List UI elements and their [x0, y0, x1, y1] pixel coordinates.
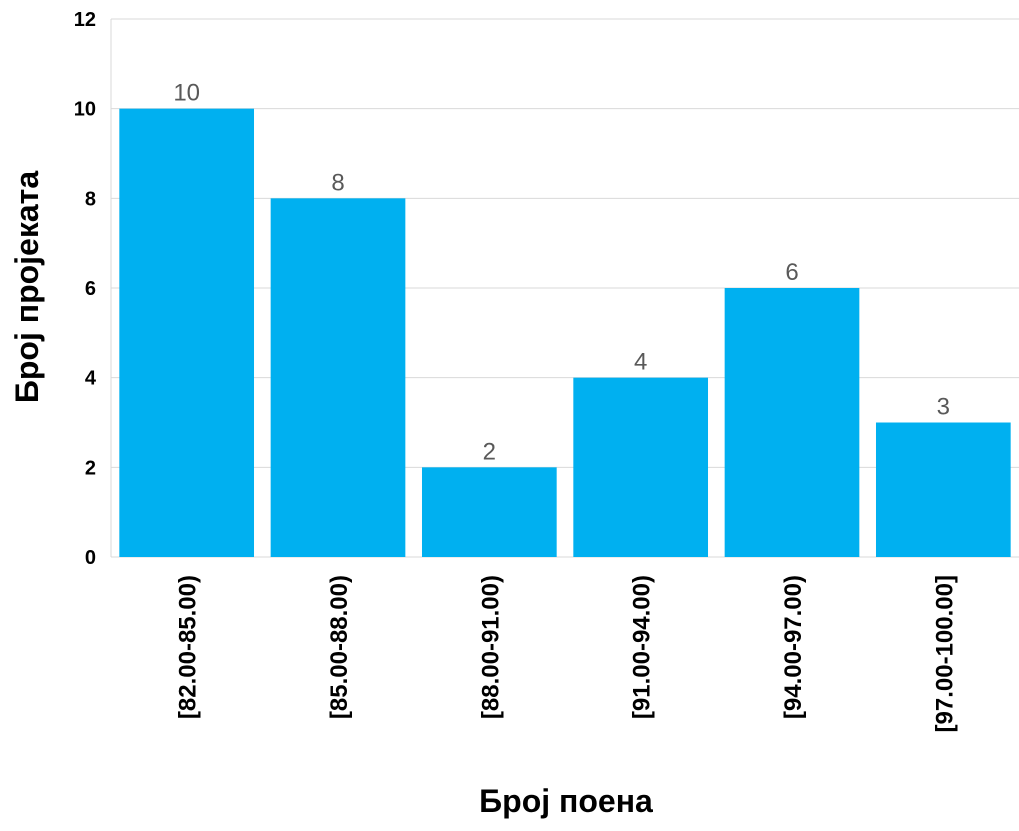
bar — [573, 377, 709, 557]
data-label: 4 — [634, 349, 647, 376]
y-tick-label: 4 — [85, 368, 97, 390]
bar — [875, 422, 1011, 557]
y-tick-label: 10 — [74, 99, 96, 121]
data-label: 10 — [173, 80, 200, 107]
gridlines — [110, 18, 1019, 558]
y-tick-label: 0 — [85, 547, 96, 569]
x-tick-label: [91.00-94.00) — [629, 575, 656, 719]
data-label: 3 — [937, 394, 950, 421]
bar — [119, 108, 255, 558]
y-tick-label: 12 — [74, 9, 96, 31]
bar — [421, 467, 557, 557]
y-axis-title: Број пројеката — [9, 171, 45, 403]
data-label: 8 — [331, 169, 344, 196]
bar — [724, 288, 860, 557]
y-tick-label: 8 — [85, 188, 96, 210]
y-tick-label: 6 — [85, 278, 96, 300]
x-tick-label: [88.00-91.00) — [477, 575, 504, 719]
y-tick-label: 2 — [85, 457, 96, 479]
data-label: 2 — [483, 438, 496, 465]
x-tick-label: [97.00-100.00] — [931, 575, 958, 732]
bars — [119, 108, 1011, 558]
x-tick-label: [94.00-97.00) — [780, 575, 807, 719]
data-labels: 10 8 2 4 6 3 — [173, 80, 950, 466]
x-tick-label: [82.00-85.00) — [175, 575, 202, 719]
data-label: 6 — [785, 259, 798, 286]
bar — [270, 198, 406, 558]
x-tick-labels: [82.00-85.00) [85.00-88.00) [88.00-91.00) [… — [175, 575, 959, 732]
x-tick-label: [85.00-88.00) — [326, 575, 353, 719]
y-tick-labels: 0 2 4 6 8 10 12 — [74, 9, 97, 569]
x-axis-title: Број поена — [479, 783, 653, 819]
